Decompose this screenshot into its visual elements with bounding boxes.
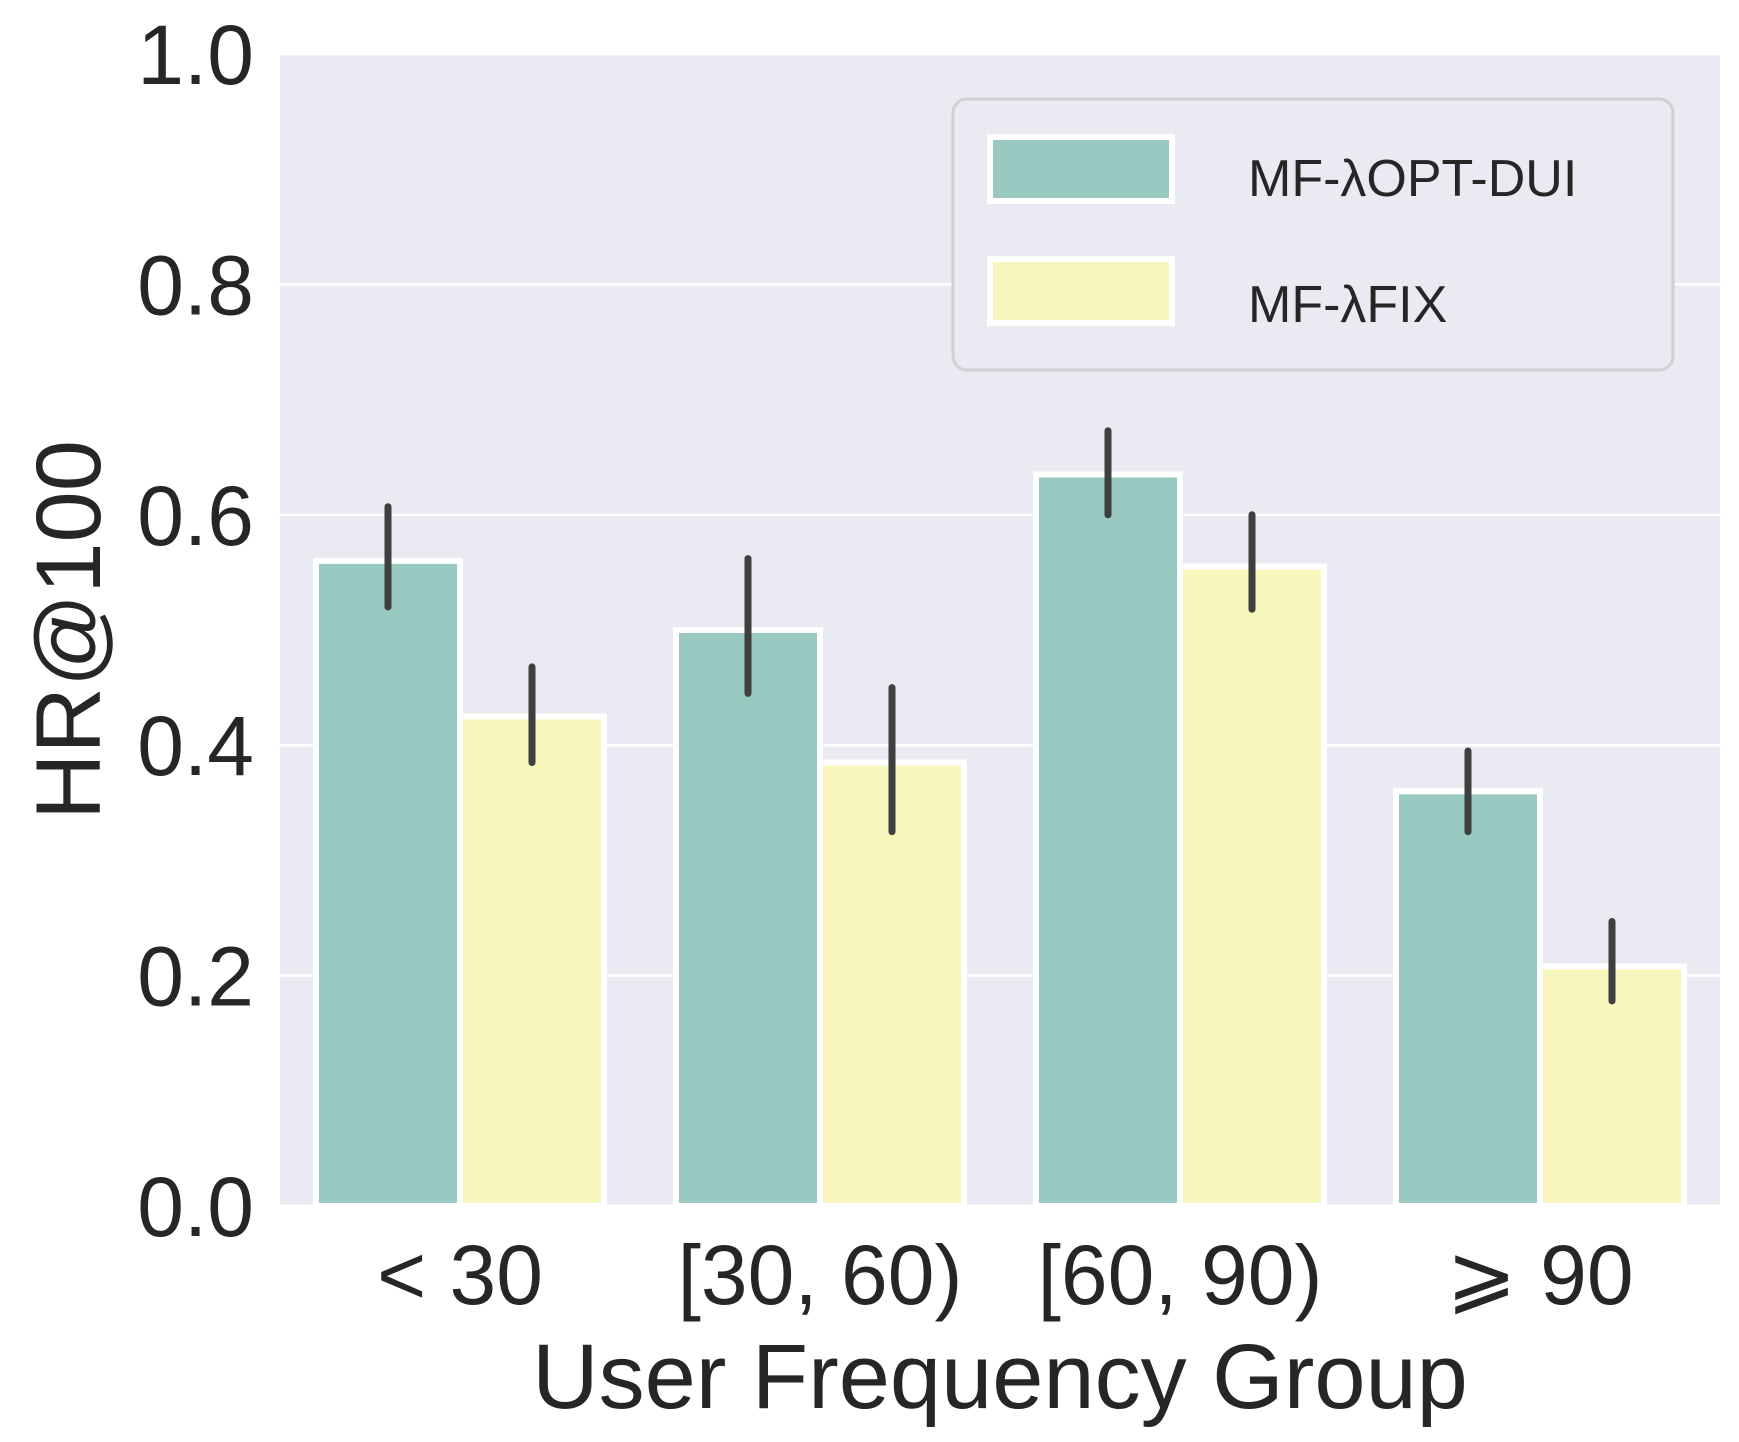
- y-tick-labels: 0.0 0.2 0.4 0.6 0.8 1.0: [137, 8, 254, 1254]
- bar-series-2-3: [1177, 563, 1327, 1209]
- legend: MF-λOPT-DUI MF-λFIX: [951, 97, 1675, 372]
- bar-series-1-4: [1393, 788, 1543, 1210]
- bar-series-2-4: [1537, 963, 1687, 1209]
- y-tick-label: 1.0: [137, 8, 254, 102]
- bars: [313, 471, 1687, 1210]
- legend-label-mf-fix: MF-λFIX: [1248, 276, 1447, 334]
- x-tick-label: [30, 60): [678, 1228, 963, 1322]
- x-axis-title: User Frequency Group: [532, 1326, 1468, 1428]
- error-bars: [384, 427, 1616, 1005]
- bar-series-2-2: [817, 759, 967, 1209]
- bar-series-2-1: [457, 713, 607, 1210]
- y-axis-title: HR@100: [18, 440, 120, 820]
- bar-series-1-3: [1033, 471, 1183, 1210]
- legend-label-mf-opt-dui: MF-λOPT-DUI: [1248, 150, 1577, 208]
- y-tick-label: 0.8: [137, 238, 254, 332]
- y-tick-label: 0.0: [137, 1160, 254, 1254]
- y-tick-label: 0.2: [137, 930, 254, 1024]
- x-tick-label: [60, 90): [1038, 1228, 1323, 1322]
- y-tick-label: 0.6: [137, 469, 254, 563]
- bar-series-1-1: [313, 557, 463, 1209]
- y-tick-label: 0.4: [137, 699, 254, 793]
- x-tick-label: < 30: [377, 1228, 543, 1322]
- legend-swatch-mf-opt-dui: [987, 134, 1175, 204]
- legend-swatch-mf-fix: [987, 256, 1175, 326]
- bar-series-1-2: [673, 627, 823, 1209]
- x-tick-labels: < 30 [30, 60) [60, 90) ⩾ 90: [377, 1228, 1633, 1322]
- x-tick-label: ⩾ 90: [1446, 1228, 1633, 1322]
